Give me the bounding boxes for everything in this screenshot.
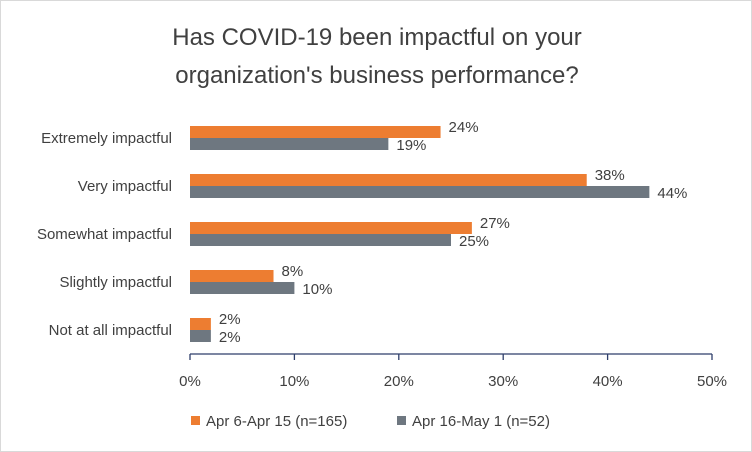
category-label: Not at all impactful <box>49 322 172 339</box>
bar-series-1 <box>190 270 274 282</box>
bar-series-1 <box>190 126 441 138</box>
chart-title-line-2: organization's business performance? <box>175 62 578 89</box>
data-label: 10% <box>302 281 332 298</box>
data-label: 24% <box>449 119 479 136</box>
bar-series-2 <box>190 138 389 150</box>
legend-label: Apr 16-May 1 (n=52) <box>412 413 550 430</box>
bar-series-2 <box>190 282 295 294</box>
x-tick-label: 20% <box>384 373 414 390</box>
legend-swatch <box>191 416 200 425</box>
legend-label: Apr 6-Apr 15 (n=165) <box>206 413 347 430</box>
data-label: 2% <box>219 329 241 346</box>
category-label: Very impactful <box>78 178 172 195</box>
x-tick-label: 40% <box>593 373 623 390</box>
data-label: 2% <box>219 311 241 328</box>
legend: Apr 6-Apr 15 (n=165) Apr 16-May 1 (n=52) <box>191 413 550 430</box>
category-label: Extremely impactful <box>41 130 172 147</box>
data-label: 44% <box>657 185 687 202</box>
data-label: 8% <box>282 263 304 280</box>
bar-series-1 <box>190 174 587 186</box>
data-label: 25% <box>459 233 489 250</box>
category-label: Somewhat impactful <box>37 226 172 243</box>
plot-area: Extremely impactful 24% 19% Very impactful 3… <box>37 119 727 390</box>
category-label: Slightly impactful <box>59 274 172 291</box>
bar-series-2 <box>190 330 211 342</box>
chart-title-line-1: Has COVID-19 been impactful on your <box>172 24 582 51</box>
x-tick-label: 10% <box>279 373 309 390</box>
data-label: 27% <box>480 215 510 232</box>
bar-series-1 <box>190 222 472 234</box>
data-label: 38% <box>595 167 625 184</box>
bar-series-1 <box>190 318 211 330</box>
bar-series-2 <box>190 186 650 198</box>
x-tick-label: 0% <box>179 373 201 390</box>
x-tick-label: 50% <box>697 373 727 390</box>
x-tick-label: 30% <box>488 373 518 390</box>
legend-swatch <box>397 416 406 425</box>
data-label: 19% <box>396 137 426 154</box>
bar-series-2 <box>190 234 451 246</box>
